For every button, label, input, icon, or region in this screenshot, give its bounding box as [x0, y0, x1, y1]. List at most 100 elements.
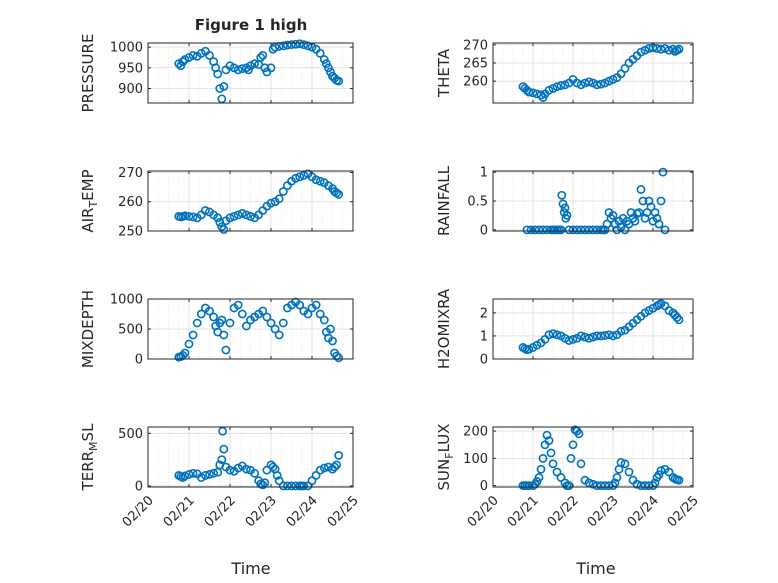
data-point [646, 202, 656, 212]
data-point [274, 194, 284, 204]
data-point [303, 309, 313, 319]
data-point [278, 41, 288, 51]
data-point [225, 213, 235, 223]
data-point [237, 309, 247, 319]
data-point [568, 440, 578, 450]
y-axis-label: RAINFALL [435, 165, 453, 236]
data-point [256, 53, 266, 62]
data-point [674, 315, 684, 325]
data-point [209, 312, 218, 322]
data-point [588, 332, 598, 342]
data-point [319, 315, 329, 325]
data-point [552, 82, 562, 92]
data-point [219, 330, 229, 340]
data-point [664, 467, 674, 477]
data-point [180, 348, 190, 358]
data-point [332, 460, 341, 470]
data-point [608, 211, 618, 220]
y-axis-label: TERRMSL [79, 423, 100, 492]
y-tick-label: 1000 [110, 293, 143, 308]
data-point [334, 353, 344, 363]
data-point [274, 330, 284, 340]
y-axis-label: PRESSURE [79, 34, 97, 113]
data-point [266, 63, 276, 73]
data-point [528, 88, 538, 98]
data-point [319, 55, 329, 64]
data-point [295, 172, 305, 182]
y-tick-label: 900 [118, 82, 143, 97]
data-point [576, 331, 586, 341]
y-tick-label: 100 [463, 452, 488, 467]
data-point [295, 39, 305, 49]
figure-title: Figure 1 high [195, 16, 308, 34]
subplot-mixdepth: 0 500 1000 MIXDEPTH [79, 290, 354, 368]
data-point [237, 209, 247, 218]
data-point [660, 225, 670, 235]
data-point [656, 196, 666, 206]
data-point [246, 211, 255, 221]
data-point [656, 44, 666, 54]
data-point [674, 44, 684, 54]
data-point [608, 331, 618, 341]
data-point [548, 459, 558, 469]
data-point [588, 479, 598, 489]
axes-box [492, 42, 694, 104]
y-tick-label: 1000 [110, 41, 143, 56]
data-point [209, 468, 218, 478]
data-point [584, 333, 594, 343]
data-point [632, 479, 642, 489]
data-point [287, 481, 296, 491]
data-point [188, 468, 198, 478]
data-point [176, 61, 186, 71]
data-point [616, 326, 626, 336]
data-point [282, 481, 292, 491]
data-point [584, 77, 594, 87]
data-point [295, 300, 305, 310]
data-point [299, 170, 309, 180]
data-point [250, 59, 259, 69]
data-point [332, 188, 341, 198]
data-point [330, 462, 339, 472]
data-point [564, 336, 574, 345]
data-point [574, 429, 584, 439]
data-point [672, 313, 682, 322]
subplot-theta: 260 265 270 THETA [435, 38, 694, 104]
y-tick-label: 265 [463, 57, 488, 72]
data-point [282, 40, 292, 50]
data-point [311, 471, 321, 480]
data-point [319, 463, 329, 473]
subplot-h2omixra: 0 1 2 H2OMIXRA [435, 288, 694, 369]
data-point [596, 79, 606, 89]
data-point [668, 44, 678, 54]
data-point [250, 468, 259, 478]
data-point [205, 469, 214, 479]
data-point [616, 69, 626, 79]
data-point [542, 430, 552, 440]
y-tick-label: 260 [463, 75, 488, 90]
y-tick-label: 0 [480, 353, 488, 368]
data-point [258, 480, 268, 490]
y-tick-label: 260 [118, 195, 143, 210]
data-point [624, 467, 634, 477]
data-point [219, 82, 229, 91]
data-point [592, 80, 602, 90]
data-point [291, 173, 300, 183]
data-point [188, 330, 198, 340]
data-point [217, 94, 227, 104]
data-point [566, 453, 576, 463]
y-axis-label: MIXDEPTH [79, 290, 97, 368]
axes-box [147, 426, 354, 488]
data-point [321, 59, 331, 69]
data-point [315, 48, 325, 58]
data-point [334, 76, 344, 86]
data-point [299, 40, 309, 50]
data-point [225, 465, 235, 475]
data-point [556, 81, 566, 90]
data-point [620, 64, 630, 73]
data-point [278, 481, 288, 491]
data-point [241, 321, 251, 331]
y-tick-label: 270 [118, 166, 143, 181]
data-point [596, 331, 606, 341]
